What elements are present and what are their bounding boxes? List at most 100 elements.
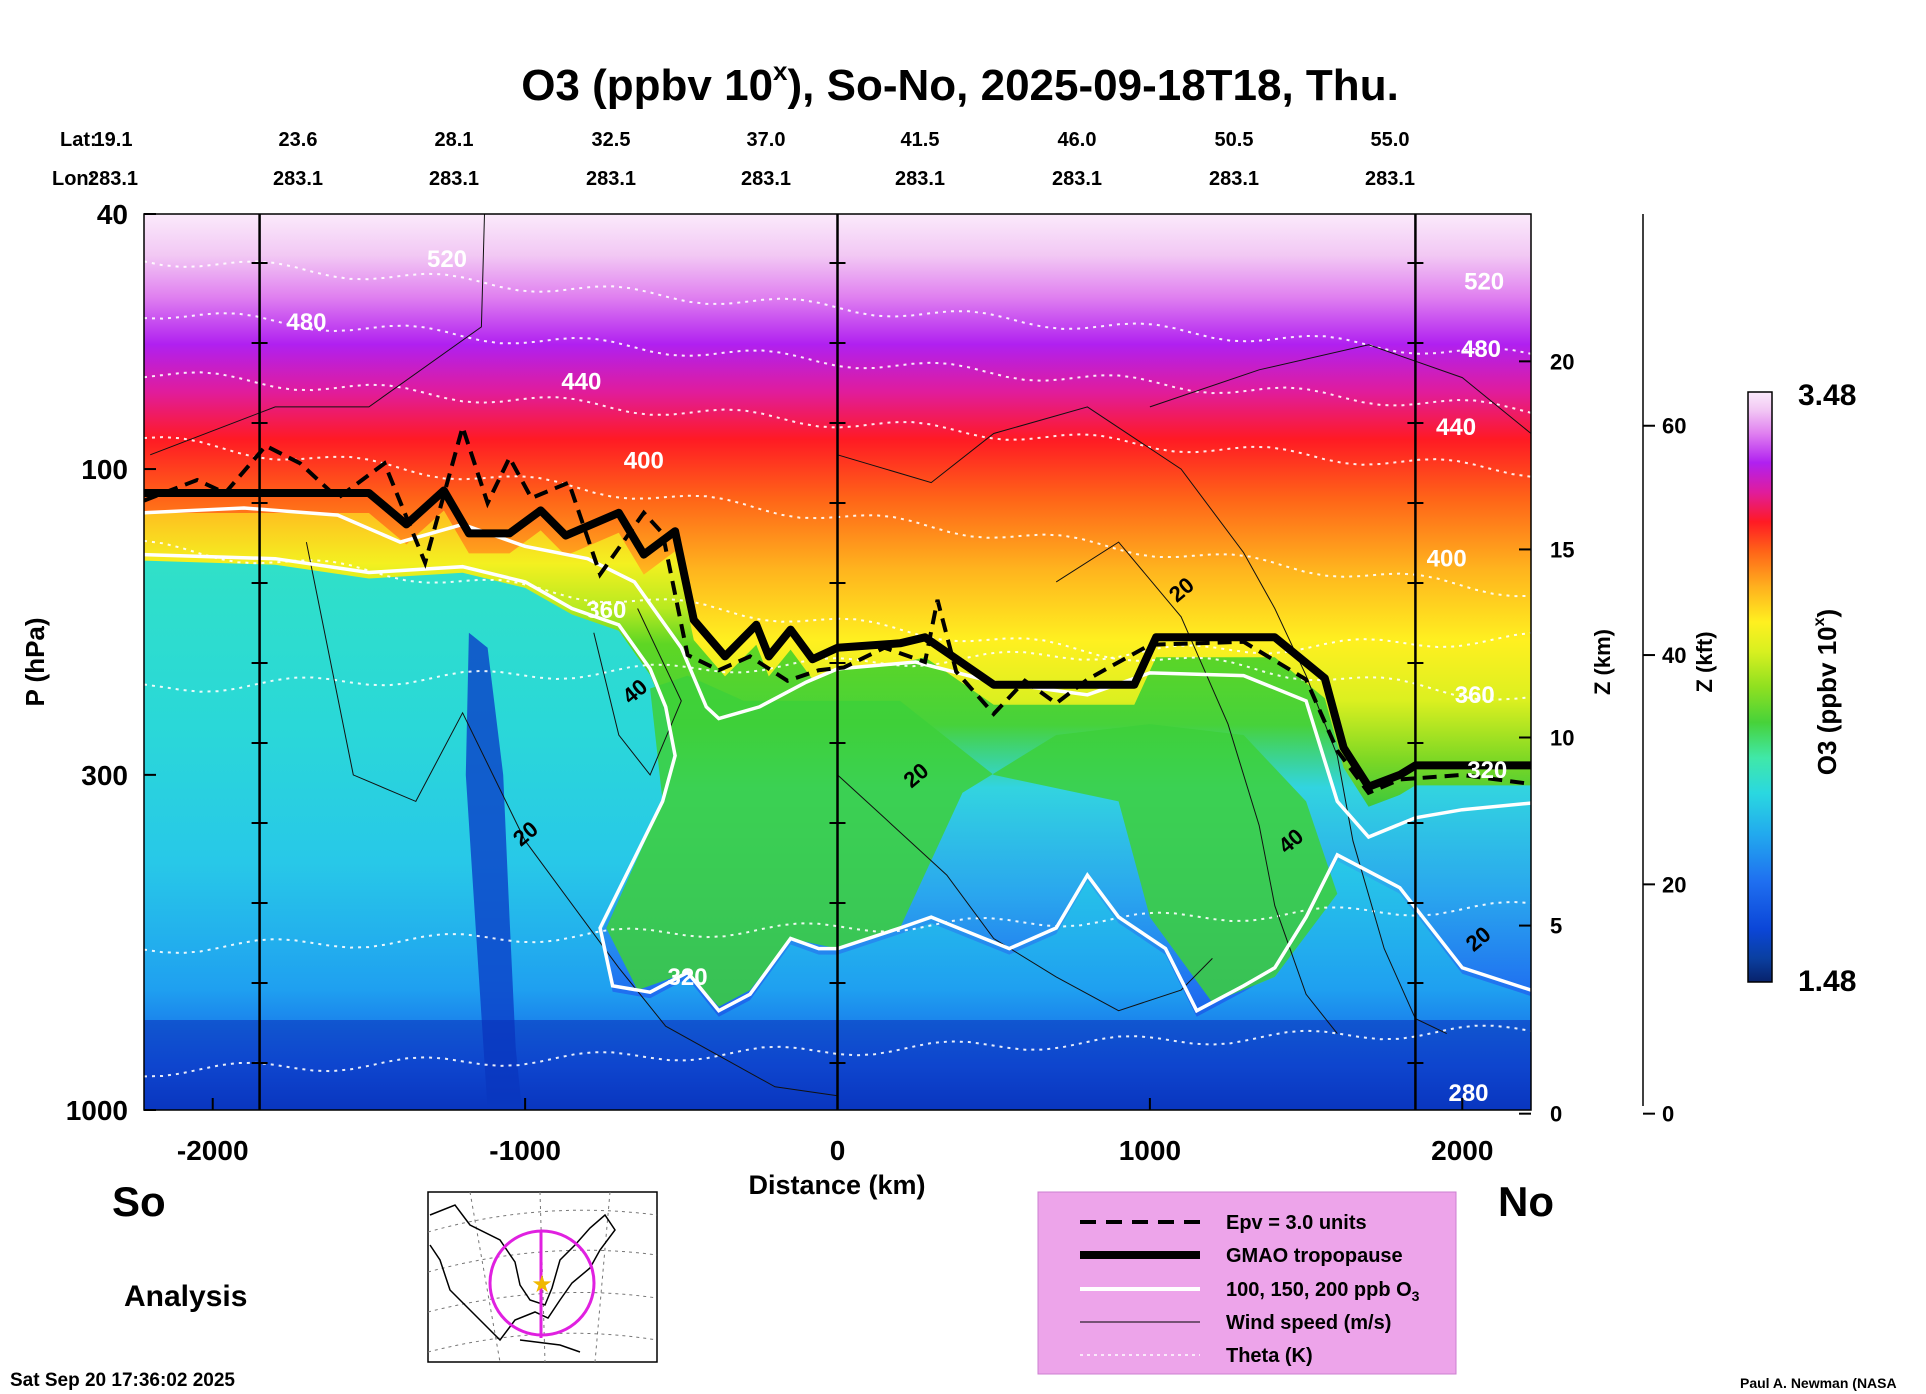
coastline: [429, 1204, 616, 1342]
distance-axis: -2000 -1000 0 1000 2000: [177, 1098, 1493, 1166]
lon-value: 283.1: [895, 168, 945, 190]
north-label: No: [1498, 1178, 1554, 1225]
lat-value: 41.5: [901, 129, 940, 151]
wind-contour: [837, 774, 1213, 1012]
z-kft-tick-label: 20: [1662, 872, 1686, 897]
tropopause-line: [144, 486, 1531, 791]
plot-area: 520480440400360320280520480440400360320 …: [144, 214, 1531, 1110]
theta-label: 520: [427, 246, 467, 273]
wind-contour: [1149, 344, 1531, 434]
map-star-icon: ★: [531, 1271, 553, 1298]
lon-row: 283.1 283.1 283.1 283.1 283.1 283.1 283.1 283.1…: [88, 168, 1415, 190]
lat-value: 23.6: [279, 129, 318, 151]
z-kft-tick-label: 40: [1662, 643, 1686, 668]
z-km-tick-label: 5: [1550, 914, 1562, 939]
z-km-axis: 0 5 10 15 20: [1519, 349, 1574, 1127]
x-tick-label: 0: [830, 1135, 846, 1166]
lon-value: 283.1: [88, 168, 138, 190]
inset-map: ★: [427, 1191, 658, 1363]
theta-label: 440: [561, 368, 601, 395]
x-tick-label: 1000: [1119, 1135, 1181, 1166]
z-km-tick-label: 15: [1550, 537, 1574, 562]
lat-value: 46.0: [1058, 129, 1097, 151]
lat-value: 50.5: [1215, 129, 1254, 151]
colorbar-label: O3 (ppbv 10x): [1811, 609, 1842, 775]
theta-label: 280: [1448, 1080, 1488, 1107]
y-axis-label: P (hPa): [20, 617, 50, 706]
theta-label: 480: [286, 309, 326, 336]
z-km-tick-label: 0: [1550, 1102, 1562, 1127]
legend-epv-label: Epv = 3.0 units: [1226, 1212, 1367, 1234]
y-tick-label: 40: [97, 199, 128, 230]
theta-label: 520: [1464, 269, 1504, 296]
station-lines: [251, 214, 1424, 1110]
y-tick-label: 300: [81, 760, 128, 791]
low-ozone-column: [465, 632, 522, 1110]
lat-value: 32.5: [592, 129, 631, 151]
legend-wind-label: Wind speed (m/s): [1226, 1312, 1391, 1334]
wind-contour: [837, 406, 1447, 1035]
wind-contour: [305, 542, 838, 1097]
lon-value: 283.1: [429, 168, 479, 190]
colorbar: [1747, 391, 1773, 983]
y-tick-label: 100: [81, 454, 128, 485]
x-tick-label: -1000: [489, 1135, 561, 1166]
lon-value: 283.1: [1052, 168, 1102, 190]
z-kft-axis: 0 20 40 60: [1643, 414, 1686, 1127]
lat-value: 37.0: [747, 129, 786, 151]
y-tick-label: 1000: [66, 1095, 128, 1126]
colorbar-min: 1.48: [1798, 965, 1856, 998]
x-tick-label: 2000: [1431, 1135, 1493, 1166]
lon-value: 283.1: [1209, 168, 1259, 190]
legend-tropopause-label: GMAO tropopause: [1226, 1245, 1403, 1267]
chart-title: O3 (ppbv 10x), So-No, 2025-09-18T18, Thu…: [521, 56, 1399, 110]
theta-label: 400: [624, 448, 664, 475]
theta-line: [144, 260, 1531, 355]
lat-value: 28.1: [435, 129, 474, 151]
lon-value: 283.1: [741, 168, 791, 190]
legend-theta-label: Theta (K): [1226, 1345, 1313, 1367]
theta-line: [144, 900, 1531, 955]
ozone-contour: [144, 552, 1531, 1014]
analysis-label: Analysis: [124, 1280, 247, 1313]
z-kft-tick-label: 0: [1662, 1102, 1674, 1127]
theta-line: [144, 312, 1531, 414]
theta-line: [144, 631, 1531, 693]
z-km-tick-label: 20: [1550, 349, 1574, 374]
colorbar-max: 3.48: [1798, 379, 1856, 412]
lat-value: 19.1: [94, 129, 133, 151]
wind-contour: [150, 214, 485, 456]
lat-value: 55.0: [1371, 129, 1410, 151]
z-kft-tick-label: 60: [1662, 414, 1686, 439]
lon-label: Lon:: [52, 168, 95, 190]
theta-line: [144, 1024, 1531, 1078]
south-label: So: [112, 1178, 166, 1225]
legend-ozone-label: 100, 150, 200 ppb O3: [1226, 1279, 1420, 1304]
pressure-axis: 40 100 300 1000: [66, 199, 156, 1126]
theta-label: 480: [1461, 336, 1501, 363]
x-tick-label: -2000: [177, 1135, 249, 1166]
z-km-label: Z (km): [1590, 629, 1615, 695]
z-kft-label: Z (kft): [1692, 631, 1717, 692]
theta-label: 320: [1467, 757, 1507, 784]
theta-label: 360: [586, 597, 626, 624]
theta-label: 320: [668, 964, 708, 991]
lon-value: 283.1: [1365, 168, 1415, 190]
theta-label: 400: [1427, 546, 1467, 573]
lon-value: 283.1: [273, 168, 323, 190]
theta-label: 360: [1455, 682, 1495, 709]
timestamp: Sat Sep 20 17:36:02 2025: [10, 1370, 235, 1391]
theta-line: [144, 371, 1531, 478]
theta-label: 440: [1436, 414, 1476, 441]
lat-label: Lat:: [60, 129, 97, 151]
lat-row: 19.1 23.6 28.1 32.5 37.0 41.5 46.0 50.5 55.0: [94, 129, 1410, 151]
ozone-intrusion-plume: [606, 675, 1338, 1007]
wind-speed-contours: [150, 214, 1531, 1097]
caribbean-coast: [519, 1339, 581, 1353]
lon-value: 283.1: [586, 168, 636, 190]
x-axis-label: Distance (km): [748, 1170, 925, 1200]
epv-line: [144, 420, 1531, 796]
legend: Epv = 3.0 units GMAO tropopause 100, 150…: [1037, 1191, 1457, 1375]
credit: Paul A. Newman (NASA: [1740, 1375, 1897, 1391]
